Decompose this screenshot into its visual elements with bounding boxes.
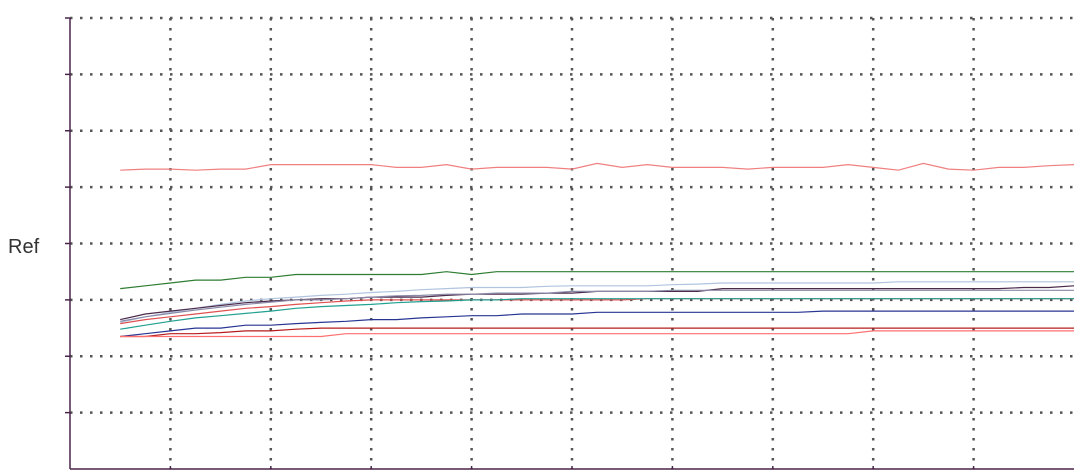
series-line-1: [120, 162, 1074, 171]
series-line-10: [120, 330, 1074, 338]
series-line-5: [120, 289, 1074, 322]
series-line-8: [120, 310, 1074, 338]
axes: [65, 17, 1074, 470]
series-line-2: [120, 271, 1074, 290]
y-axis-label: Ref: [8, 236, 40, 258]
series-line-3: [120, 281, 1074, 323]
series-line-9: [120, 327, 1074, 338]
grid: [70, 16, 1074, 469]
series-lines: [120, 162, 1074, 338]
series-line-7: [120, 298, 1074, 330]
